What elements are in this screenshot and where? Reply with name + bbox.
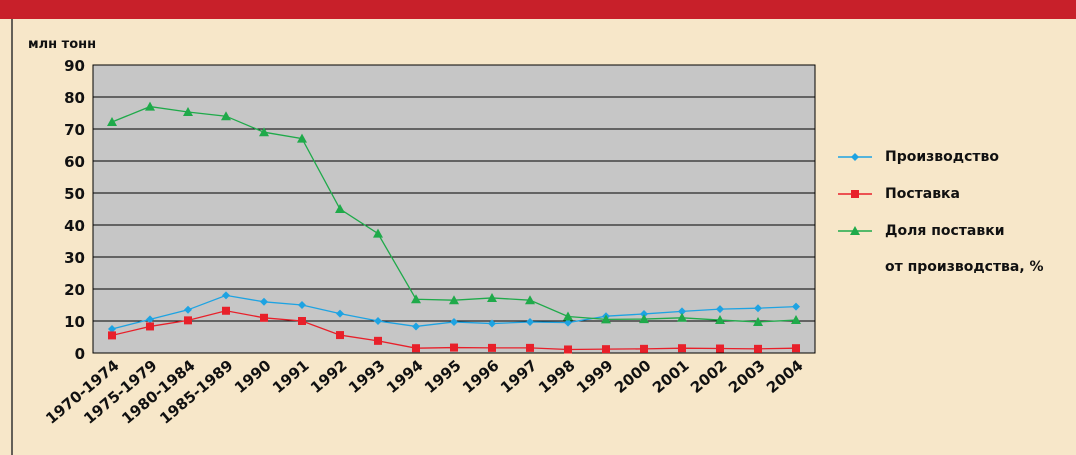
point <box>297 133 307 143</box>
x-tick-label: 1995 <box>421 356 465 397</box>
point <box>108 331 116 340</box>
point <box>754 304 762 313</box>
x-tick-label: 1998 <box>535 356 579 397</box>
point <box>487 292 497 302</box>
point <box>260 313 268 322</box>
point <box>601 314 611 324</box>
point <box>564 318 572 327</box>
legend-marker <box>851 190 859 198</box>
point <box>754 344 762 353</box>
point <box>184 316 192 325</box>
point <box>374 336 382 345</box>
y-tick-label: 40 <box>64 217 85 235</box>
point <box>450 343 458 352</box>
point <box>716 305 724 314</box>
point <box>526 343 534 352</box>
point <box>715 315 725 325</box>
point <box>677 312 687 322</box>
legend-label: Производство <box>885 149 999 165</box>
point <box>183 107 193 117</box>
x-tick-label: 2001 <box>649 356 693 397</box>
y-tick-label: 90 <box>64 57 85 75</box>
y-tick-label: 60 <box>64 153 85 171</box>
x-tick-label: 1991 <box>269 356 313 397</box>
point <box>222 306 230 315</box>
x-tick-label: 1994 <box>383 356 427 397</box>
point <box>525 295 535 305</box>
point <box>298 317 306 325</box>
x-tick-label: 1997 <box>497 356 541 397</box>
point <box>373 228 383 238</box>
x-tick-label: 2002 <box>687 356 731 397</box>
point <box>184 305 192 314</box>
point <box>411 294 421 304</box>
legend-label: Доля поставки от производства, % <box>885 223 1044 275</box>
y-tick-label: 30 <box>64 249 85 267</box>
point <box>563 311 573 321</box>
point <box>753 316 763 326</box>
y-tick-label: 50 <box>64 185 85 203</box>
y-tick-label: 20 <box>64 281 85 299</box>
point <box>488 319 496 328</box>
point <box>678 344 686 353</box>
point <box>640 344 648 353</box>
top-bar <box>0 0 1076 19</box>
x-tick-label: 1990 <box>231 356 275 397</box>
point <box>716 344 724 353</box>
point <box>639 314 649 324</box>
point <box>107 116 117 126</box>
point <box>146 322 154 331</box>
point <box>336 331 344 340</box>
x-tick-label: 2000 <box>611 356 655 397</box>
point <box>488 343 496 352</box>
point <box>145 101 155 111</box>
point <box>564 345 572 354</box>
legend-label: Поставка <box>885 186 961 202</box>
point <box>259 127 269 137</box>
point <box>335 204 345 213</box>
y-tick-label: 80 <box>64 89 85 107</box>
legend-marker <box>850 226 860 235</box>
point <box>412 322 420 331</box>
point <box>526 317 534 326</box>
y-tick-label: 10 <box>64 313 85 331</box>
y-tick-label: 0 <box>75 345 85 363</box>
point <box>450 317 458 326</box>
x-tick-label: 1996 <box>459 356 503 397</box>
x-tick-label: 1999 <box>573 356 617 397</box>
point <box>108 325 116 333</box>
point <box>336 309 344 318</box>
point <box>640 309 648 318</box>
point <box>222 291 230 300</box>
x-tick-label: 1993 <box>345 356 389 397</box>
x-tick-label: 2003 <box>725 356 769 397</box>
point <box>374 317 382 325</box>
y-axis-label: млн тонн <box>28 37 96 52</box>
plot-area <box>92 64 816 354</box>
point <box>791 315 801 325</box>
point <box>678 307 686 316</box>
point <box>792 344 800 353</box>
point <box>221 111 231 121</box>
point <box>146 315 154 324</box>
point <box>298 301 306 309</box>
point <box>412 344 420 353</box>
point <box>602 345 610 354</box>
point <box>449 295 459 305</box>
point <box>260 297 268 306</box>
y-tick-label: 70 <box>64 121 85 139</box>
x-tick-label: 2004 <box>763 356 807 397</box>
x-tick-label: 1992 <box>307 356 351 397</box>
legend-marker <box>851 153 859 161</box>
point <box>792 302 800 311</box>
